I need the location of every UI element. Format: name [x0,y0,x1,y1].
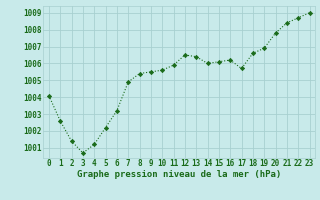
X-axis label: Graphe pression niveau de la mer (hPa): Graphe pression niveau de la mer (hPa) [77,170,281,179]
